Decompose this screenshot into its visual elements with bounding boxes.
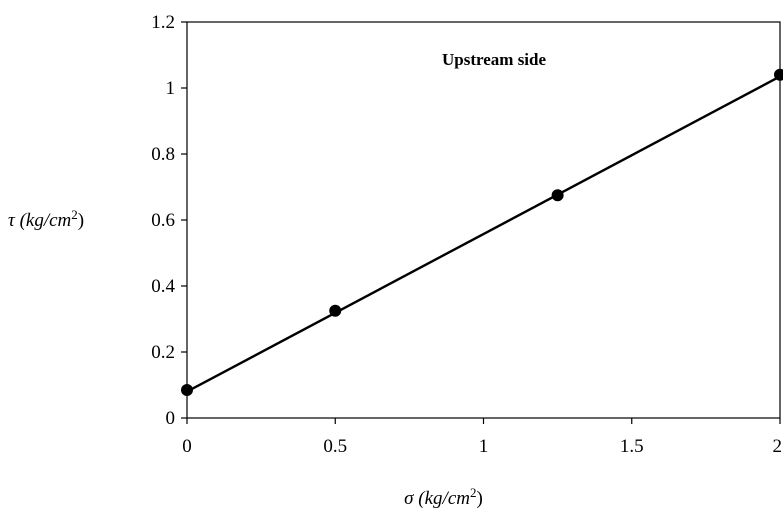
x-axis-unit-close: ) [477, 488, 483, 509]
x-axis-unit: (kg/cm [414, 488, 470, 509]
data-point [181, 383, 193, 396]
y-axis-unit: (kg/cm [15, 210, 71, 231]
y-axis-unit-superscript: 2 [71, 207, 78, 222]
y-tick-label: 1 [166, 78, 176, 99]
x-tick-label: 2 [773, 436, 783, 457]
y-axis-ticks: 0 0.2 0.4 0.6 0.8 1 1.2 [151, 12, 187, 429]
y-tick-label: 0 [166, 408, 176, 429]
y-axis-unit-close: ) [78, 210, 84, 231]
fit-line [186, 75, 781, 393]
series-layer [181, 68, 783, 396]
y-axis-title: τ (kg/cm2) [8, 207, 84, 232]
y-axis-symbol: τ [8, 210, 16, 231]
x-axis-title: σ (kg/cm2) [404, 485, 483, 510]
x-axis-unit-superscript: 2 [470, 485, 477, 500]
x-tick-label: 0.5 [323, 436, 347, 457]
x-axis-symbol: σ [404, 488, 414, 509]
y-tick-label: 0.2 [151, 342, 175, 363]
x-tick-label: 1 [479, 436, 489, 457]
y-tick-label: 0.8 [151, 144, 175, 165]
x-axis-ticks: 0 0.5 1 1.5 2 [182, 418, 782, 457]
chart-annotation: Upstream side [442, 50, 546, 69]
y-tick-label: 1.2 [151, 12, 175, 33]
y-tick-label: 0.6 [151, 210, 175, 231]
y-tick-label: 0.4 [151, 276, 175, 297]
data-point [774, 68, 783, 81]
x-tick-label: 1.5 [620, 436, 644, 457]
x-tick-label: 0 [182, 436, 192, 457]
data-point [551, 189, 564, 202]
data-point [329, 304, 342, 317]
